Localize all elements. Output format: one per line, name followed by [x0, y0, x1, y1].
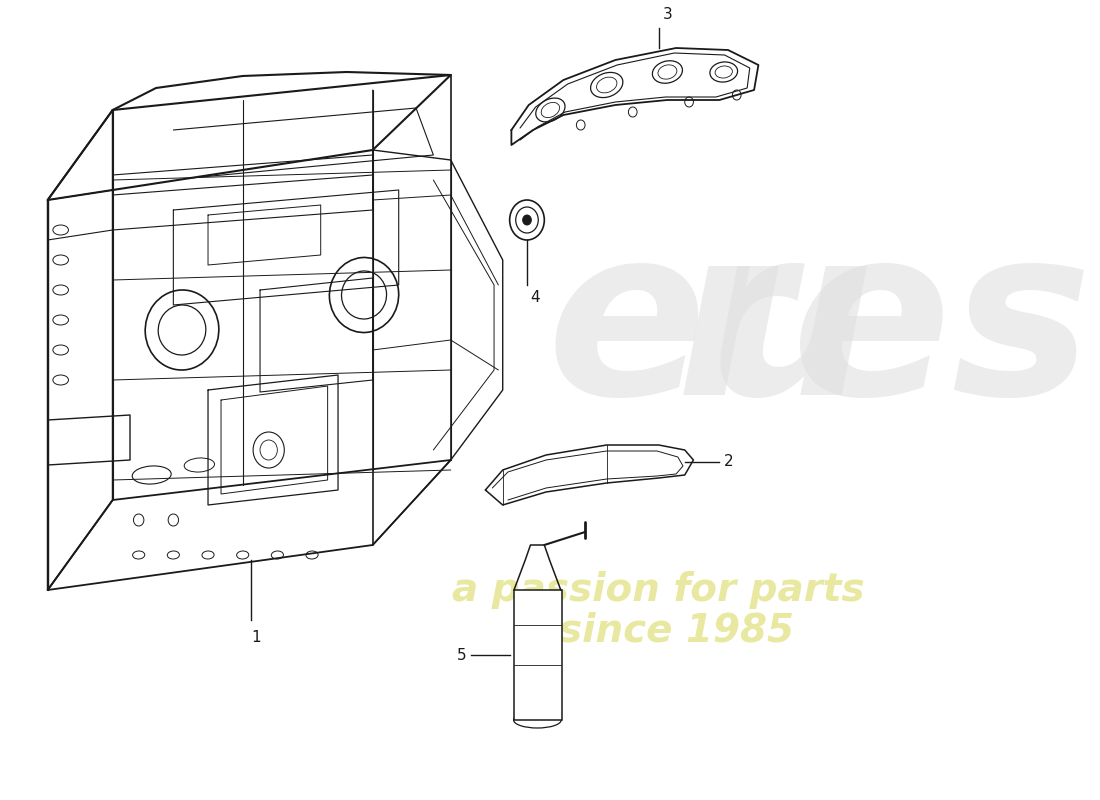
Text: since 1985: since 1985 — [559, 611, 793, 649]
Text: eu: eu — [547, 216, 875, 444]
Circle shape — [522, 215, 531, 225]
Text: 2: 2 — [724, 454, 734, 470]
Text: 3: 3 — [663, 7, 673, 22]
Text: a passion for parts: a passion for parts — [452, 571, 865, 609]
Bar — [514, 590, 562, 720]
Text: 1: 1 — [251, 630, 261, 645]
Text: res: res — [675, 216, 1092, 444]
Text: 5: 5 — [456, 647, 466, 662]
Text: 4: 4 — [530, 290, 540, 305]
